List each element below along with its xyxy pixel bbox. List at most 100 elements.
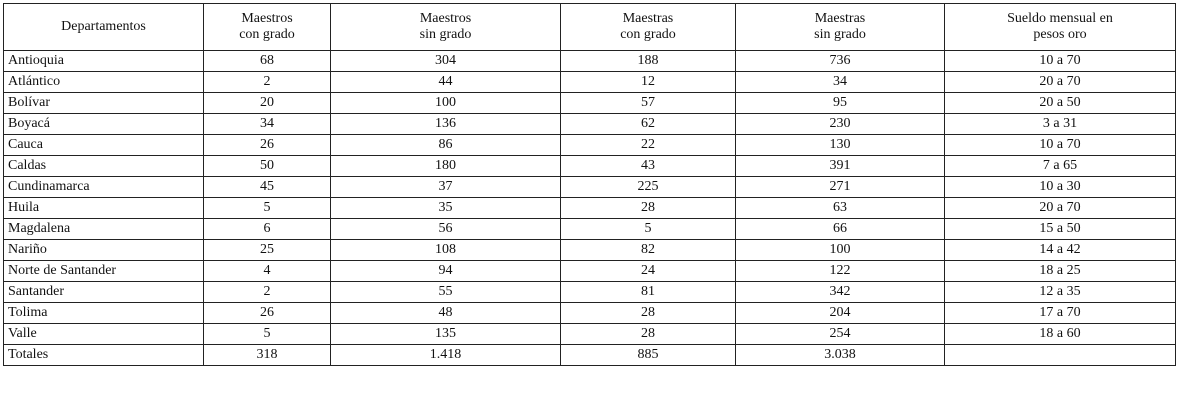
table-cell: Magdalena	[3, 218, 204, 240]
table-cell: 20	[203, 92, 331, 114]
table-cell: 225	[560, 176, 736, 198]
table-cell: 37	[330, 176, 561, 198]
table-cell: 50	[203, 155, 331, 177]
table-cell: 318	[203, 344, 331, 366]
table-cell: 230	[735, 113, 945, 135]
table-cell	[944, 344, 1176, 366]
table-cell: 17 a 70	[944, 302, 1176, 324]
table-cell: 26	[203, 302, 331, 324]
table-cell: 35	[330, 197, 561, 219]
table-cell: 86	[330, 134, 561, 156]
table-cell: 10 a 30	[944, 176, 1176, 198]
table-cell: 43	[560, 155, 736, 177]
table-row: Norte de Santander 4 94 24 122 18 a 25	[3, 260, 1176, 282]
table-cell: 5	[560, 218, 736, 240]
table-cell: 68	[203, 50, 331, 72]
table-cell: Atlántico	[3, 71, 204, 93]
table-cell: 12 a 35	[944, 281, 1176, 303]
table-cell: 62	[560, 113, 736, 135]
table-cell: 15 a 50	[944, 218, 1176, 240]
table-cell: 5	[203, 323, 331, 345]
table-cell: 108	[330, 239, 561, 261]
table-row: Huila 5 35 28 63 20 a 70	[3, 197, 1176, 219]
table-cell: 28	[560, 302, 736, 324]
table-cell: 81	[560, 281, 736, 303]
table-cell: 95	[735, 92, 945, 114]
table-cell: 25	[203, 239, 331, 261]
table-row: Valle 5 135 28 254 18 a 60	[3, 323, 1176, 345]
table-cell: 100	[330, 92, 561, 114]
table-cell: 55	[330, 281, 561, 303]
table-cell: Tolima	[3, 302, 204, 324]
table-cell: 22	[560, 134, 736, 156]
table-cell: 34	[203, 113, 331, 135]
table-row: Magdalena 6 56 5 66 15 a 50	[3, 218, 1176, 240]
table-cell: 304	[330, 50, 561, 72]
table-row: Santander 2 55 81 342 12 a 35	[3, 281, 1176, 303]
table-cell: 2	[203, 71, 331, 93]
table-body: Antioquia 68 304 188 736 10 a 70 Atlántico 2 44 1…	[3, 50, 1176, 366]
table-cell: Cundinamarca	[3, 176, 204, 198]
table-cell: 2	[203, 281, 331, 303]
table-cell: 26	[203, 134, 331, 156]
table-cell: 3.038	[735, 344, 945, 366]
table-row: Bolívar 20 100 57 95 20 a 50	[3, 92, 1176, 114]
header-cell: Maestras sin grado	[735, 3, 945, 51]
table-cell: 28	[560, 323, 736, 345]
table-row: Boyacá 34 136 62 230 3 a 31	[3, 113, 1176, 135]
table-cell: 7 a 65	[944, 155, 1176, 177]
table-cell: 48	[330, 302, 561, 324]
table-row: Caldas 50 180 43 391 7 a 65	[3, 155, 1176, 177]
table-row: Atlántico 2 44 12 34 20 a 70	[3, 71, 1176, 93]
table-cell: Valle	[3, 323, 204, 345]
table-cell: 135	[330, 323, 561, 345]
table-cell: 63	[735, 197, 945, 219]
table-cell: 18 a 60	[944, 323, 1176, 345]
table-cell: Norte de Santander	[3, 260, 204, 282]
header-cell: Maestros con grado	[203, 3, 331, 51]
table-cell: 5	[203, 197, 331, 219]
table-cell: 56	[330, 218, 561, 240]
table-cell: 342	[735, 281, 945, 303]
table-cell: Caldas	[3, 155, 204, 177]
table-cell: 20 a 70	[944, 197, 1176, 219]
table-cell: 885	[560, 344, 736, 366]
table-cell: 130	[735, 134, 945, 156]
table-row: Tolima 26 48 28 204 17 a 70	[3, 302, 1176, 324]
table-cell: 391	[735, 155, 945, 177]
table-cell: 254	[735, 323, 945, 345]
table-cell: 12	[560, 71, 736, 93]
table-cell: 100	[735, 239, 945, 261]
table-cell: 204	[735, 302, 945, 324]
table-row: Totales 318 1.418 885 3.038	[3, 344, 1176, 366]
header-cell: Sueldo mensual en pesos oro	[944, 3, 1176, 51]
table-cell: 188	[560, 50, 736, 72]
table-cell: Cauca	[3, 134, 204, 156]
table-cell: 1.418	[330, 344, 561, 366]
header-cell: Maestros sin grado	[330, 3, 561, 51]
header-cell: Departamentos	[3, 3, 204, 51]
table-cell: 24	[560, 260, 736, 282]
table-cell: 122	[735, 260, 945, 282]
table-cell: 180	[330, 155, 561, 177]
table-cell: 271	[735, 176, 945, 198]
table-cell: Boyacá	[3, 113, 204, 135]
table-row: Antioquia 68 304 188 736 10 a 70	[3, 50, 1176, 72]
data-table: Departamentos Maestros con grado Maestros …	[3, 3, 1176, 366]
table-cell: 3 a 31	[944, 113, 1176, 135]
table-row: Cundinamarca 45 37 225 271 10 a 30	[3, 176, 1176, 198]
table-cell: 4	[203, 260, 331, 282]
table-cell: 20 a 50	[944, 92, 1176, 114]
table-row: Nariño 25 108 82 100 14 a 42	[3, 239, 1176, 261]
table-cell: 45	[203, 176, 331, 198]
table-cell: 34	[735, 71, 945, 93]
table-cell: 14 a 42	[944, 239, 1176, 261]
table-cell: 66	[735, 218, 945, 240]
table-cell: 6	[203, 218, 331, 240]
table-cell: 44	[330, 71, 561, 93]
table-cell: Antioquia	[3, 50, 204, 72]
table-cell: 82	[560, 239, 736, 261]
table-cell: Totales	[3, 344, 204, 366]
table-cell: Bolívar	[3, 92, 204, 114]
